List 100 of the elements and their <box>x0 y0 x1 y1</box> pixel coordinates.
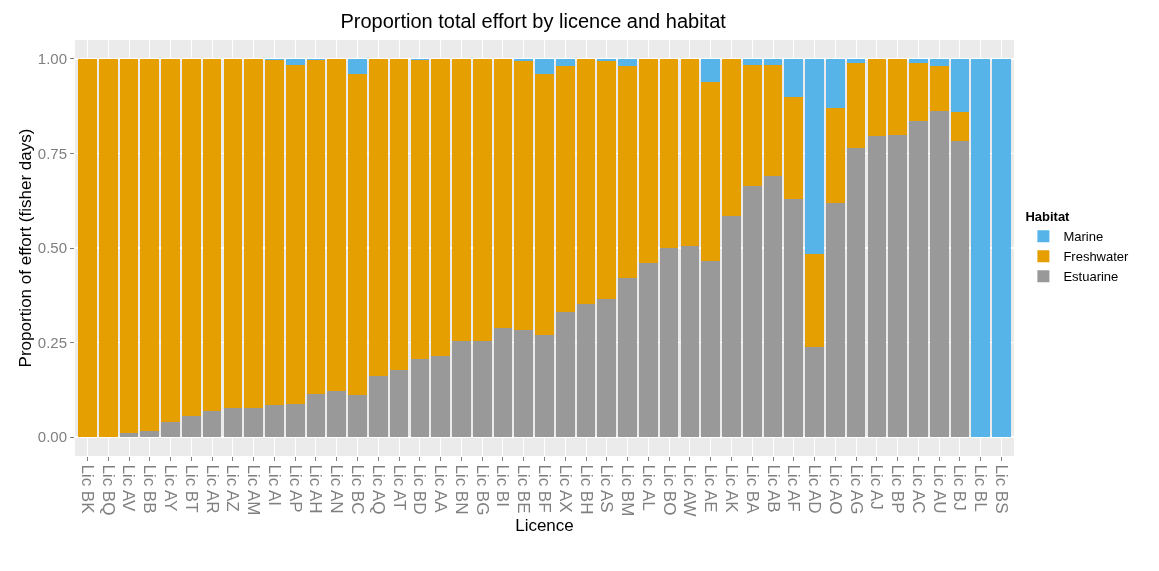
y-tick-label: 0.25 <box>37 333 67 351</box>
x-tick-label: Lic BA <box>742 464 762 515</box>
bar <box>909 121 928 438</box>
bar <box>805 347 824 438</box>
bar <box>992 58 1011 438</box>
bar <box>306 60 326 394</box>
x-tick-label: Lic BN <box>451 464 471 515</box>
bar <box>472 58 492 342</box>
bar <box>722 58 741 216</box>
x-tick-label: Lic AV <box>119 464 139 512</box>
bar <box>140 431 160 438</box>
bar <box>265 404 284 438</box>
bar <box>472 341 492 438</box>
bar <box>639 58 658 264</box>
bar <box>909 62 928 122</box>
bar <box>805 58 824 254</box>
x-tick-label: Lic AW <box>680 464 700 517</box>
bar <box>888 134 908 438</box>
x-tick-label: Lic AE <box>701 464 721 513</box>
y-tick-label: 1.00 <box>37 50 67 68</box>
x-tick-label: Lic BO <box>659 464 679 516</box>
bar <box>140 58 160 432</box>
x-tick-label: Lic AB <box>763 464 783 513</box>
x-axis-title: Licence <box>515 515 574 535</box>
bar <box>846 62 866 148</box>
bar <box>555 65 575 313</box>
bar <box>285 58 305 65</box>
x-tick-label: Lic AN <box>327 464 347 514</box>
bar <box>597 299 617 438</box>
bar <box>493 328 513 438</box>
x-tick-label: Lic AR <box>202 464 222 514</box>
bar <box>181 416 201 438</box>
x-tick-label: Lic AF <box>784 464 804 512</box>
bar <box>161 421 180 438</box>
bar <box>535 74 554 335</box>
bar <box>639 263 658 438</box>
bar <box>784 198 804 438</box>
x-tick-label: Lic BS <box>992 464 1012 514</box>
x-tick-label: Lic AG <box>846 464 866 515</box>
bar <box>846 58 866 63</box>
x-tick-label: Lic AA <box>431 464 451 514</box>
bar <box>867 135 887 438</box>
bar <box>763 64 783 177</box>
bar <box>701 261 721 438</box>
chart-title: Proportion total effort by licence and habitat <box>340 10 727 33</box>
legend-label: Estuarine <box>1063 269 1119 285</box>
x-tick-label: Lic AZ <box>223 464 243 512</box>
bar <box>825 202 845 438</box>
x-tick-label: Lic AT <box>389 464 409 511</box>
bar <box>431 355 450 438</box>
x-tick-label: Lic AX <box>555 464 575 513</box>
bar <box>576 303 596 438</box>
x-tick-label: Lic BP <box>888 464 908 514</box>
y-axis-title: Proportion of effort (fisher days) <box>16 128 35 368</box>
y-tick-label: 0.00 <box>37 428 67 446</box>
x-tick-label: Lic BD <box>410 464 430 515</box>
bar <box>701 81 721 262</box>
bar <box>742 58 762 65</box>
bar <box>493 58 513 329</box>
bar <box>846 147 866 438</box>
bar <box>244 407 264 438</box>
bar <box>701 58 721 82</box>
bar <box>763 176 783 438</box>
bar <box>909 58 928 63</box>
bar <box>327 390 347 438</box>
bar <box>119 58 139 434</box>
bar <box>618 278 637 438</box>
bar <box>597 60 617 300</box>
x-tick-label: Lic BI <box>493 464 513 507</box>
bar <box>659 58 679 248</box>
bar <box>825 58 845 109</box>
bar <box>618 65 637 279</box>
x-tick-label: Lic AH <box>306 464 326 514</box>
bar <box>763 58 783 65</box>
x-tick-label: Lic AK <box>721 464 741 514</box>
bar <box>555 58 575 66</box>
bar <box>78 58 97 438</box>
x-tick-label: Lic AL <box>638 464 658 511</box>
bar <box>867 58 887 136</box>
bar <box>680 58 700 247</box>
bar <box>784 96 804 199</box>
x-tick-label: Lic BE <box>514 464 534 514</box>
bar <box>950 58 970 112</box>
x-tick-label: Lic AD <box>805 464 825 514</box>
bar <box>389 370 409 438</box>
bar <box>929 111 949 438</box>
bar <box>452 58 471 342</box>
bar <box>784 58 804 97</box>
legend-title: Habitat <box>1025 209 1071 225</box>
bar <box>410 358 430 438</box>
bar <box>265 60 284 405</box>
x-tick-label: Lic BH <box>576 464 596 515</box>
x-tick-label: Lic BM <box>618 464 638 517</box>
x-tick-label: Lic AY <box>161 464 181 512</box>
legend-label: Marine <box>1063 229 1104 245</box>
bar <box>98 58 118 438</box>
bar <box>680 246 700 438</box>
x-tick-label: Lic BG <box>472 464 492 516</box>
bar <box>888 58 908 135</box>
bar <box>223 58 243 408</box>
